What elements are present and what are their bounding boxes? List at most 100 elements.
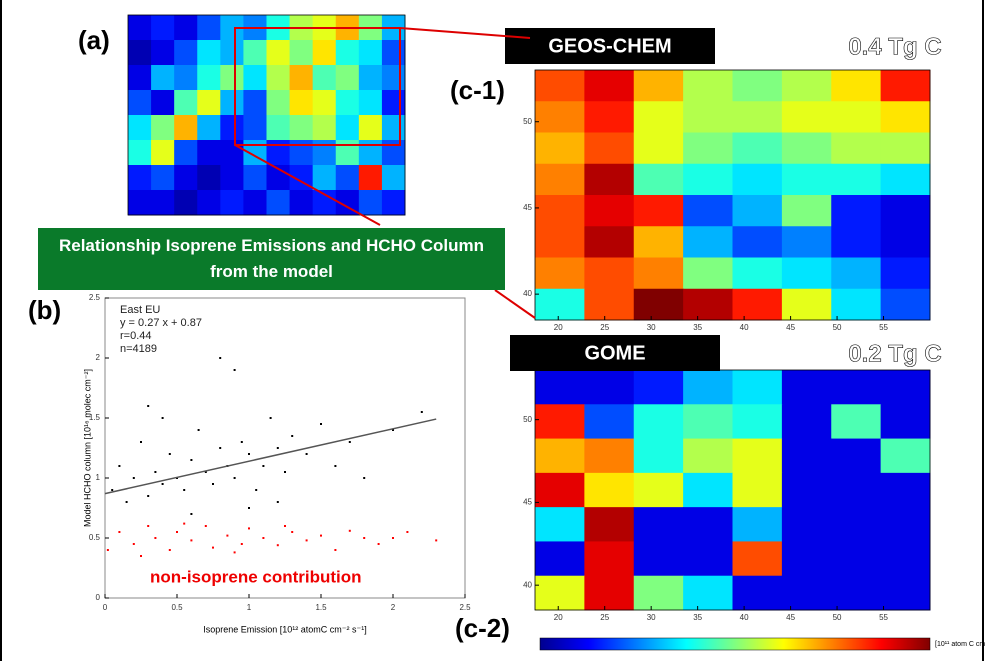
cell [174,190,198,216]
cell [128,165,152,191]
point [262,537,265,539]
cell [220,65,244,91]
point [392,429,394,431]
point [248,453,250,455]
cell [683,370,733,405]
x-tick-label: 0.5 [171,603,183,612]
x-tick-label: 30 [647,323,656,332]
annotation: 0.4 Tg C [848,33,941,60]
cell [381,165,406,191]
cell [831,575,882,611]
cell [683,507,733,542]
cell [831,70,882,102]
x-tick-label: 40 [740,613,749,622]
cell [732,257,783,290]
cell [633,132,684,165]
cell [266,40,291,66]
cell [831,195,882,227]
cell [220,40,244,66]
cell [289,140,314,166]
x-tick-label: 20 [554,323,563,332]
cell [584,163,635,196]
annotation: r=0.44 [120,330,152,342]
cell [243,65,267,91]
point [204,525,207,527]
x-tick-label: 35 [693,613,702,622]
point [406,531,409,533]
cell [197,40,221,66]
x-tick-label: 25 [600,613,609,622]
cell [584,575,635,611]
y-label: Model HCHO column [10¹⁶ molec cm⁻²] [82,369,92,527]
panel-label: (c-2) [455,613,510,643]
banner: Relationship Isoprene Emissions and HCHO… [59,236,484,281]
cell [197,165,221,191]
cell [535,541,585,577]
cell [535,70,585,102]
cell [174,15,198,41]
cell [381,65,406,91]
cell [381,115,406,141]
point [147,525,150,527]
cell [197,190,221,216]
point [255,489,258,491]
cell [151,15,175,41]
point [161,483,164,485]
point [233,369,236,371]
point [219,447,222,449]
cell [535,370,585,405]
cell [584,541,635,577]
cell [880,195,931,227]
cell [584,370,635,405]
cell [732,226,783,258]
point [106,549,109,551]
cell [683,541,733,577]
point [118,531,121,533]
cell [535,288,585,321]
fit-line [104,418,437,495]
cell [289,90,314,116]
point [320,423,322,425]
cell [128,65,152,91]
x-tick-label: 2 [391,603,396,612]
panel-label: (a) [78,25,110,55]
cell [732,507,783,542]
point [183,489,186,491]
cell [535,472,585,508]
cell [381,140,406,166]
cell [584,438,635,474]
point [276,501,279,503]
point [154,537,157,539]
annotation: 0.2 Tg C [848,340,941,367]
cell [633,257,684,290]
title-bg [510,335,720,371]
cell [880,163,931,196]
cell [535,132,585,165]
y-tick-label: 45 [523,498,532,507]
annotation: n=4189 [120,343,157,355]
cell [358,140,383,166]
cell [781,404,832,440]
cell [174,90,198,116]
cell [880,575,931,611]
cell [683,70,733,102]
cell [831,257,882,290]
cell [584,472,635,508]
cell [128,90,152,116]
cell [880,438,931,474]
cell [732,163,783,196]
cell [831,163,882,196]
panel-label: (b) [28,295,61,325]
cell [289,40,314,66]
cell [335,65,360,91]
cell [683,404,733,440]
cell [174,40,198,66]
cell [151,165,175,191]
cell [633,404,684,440]
cell [335,165,360,191]
cell [831,226,882,258]
cell [535,195,585,227]
point [284,525,286,527]
cell [312,40,337,66]
